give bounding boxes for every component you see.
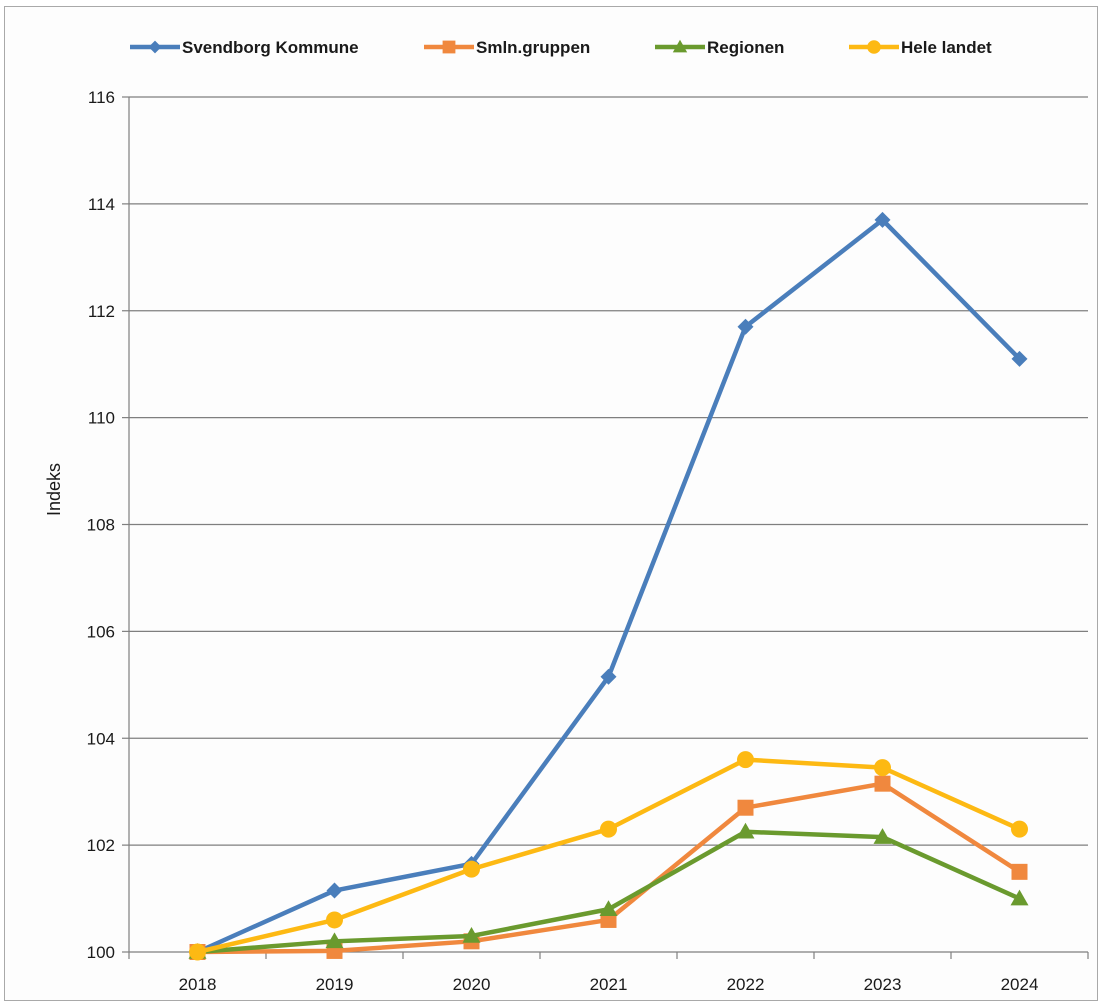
legend-swatch-marker	[148, 40, 162, 54]
x-tick-label: 2020	[453, 975, 491, 994]
data-point	[463, 860, 480, 878]
x-tick-label: 2022	[727, 975, 765, 994]
legend-label: Smln.gruppen	[476, 38, 590, 57]
data-point	[1011, 820, 1028, 838]
data-point	[599, 900, 618, 916]
legend-swatch-marker	[442, 40, 456, 54]
data-point	[737, 799, 754, 816]
y-tick-label: 110	[88, 409, 115, 428]
data-point	[326, 882, 343, 899]
data-point	[874, 759, 891, 777]
legend-item: Svendborg Kommune	[130, 38, 359, 57]
data-point	[874, 775, 891, 792]
y-tick-label: 108	[87, 516, 115, 535]
y-tick-label: 114	[88, 195, 115, 214]
legend-swatch-marker	[672, 39, 688, 53]
legend: Svendborg Kommune Smln.gruppen Regionen Hel…	[130, 38, 992, 57]
data-point	[462, 926, 481, 943]
y-tick-label: 100	[87, 943, 115, 962]
data-point	[189, 943, 206, 961]
legend-item: Regionen	[655, 38, 784, 57]
x-tick-label: 2023	[864, 975, 902, 994]
data-point	[325, 932, 344, 949]
data-point	[737, 751, 754, 769]
series-hele-landet	[189, 751, 1028, 961]
legend-item: Smln.gruppen	[424, 38, 590, 57]
y-tick-labels: 100 102 104 106 108 110 112 114 116	[87, 88, 115, 962]
x-tick-label: 2024	[1001, 975, 1039, 994]
data-point	[736, 822, 755, 839]
legend-label: Hele landet	[901, 38, 992, 57]
legend-item: Hele landet	[849, 38, 992, 57]
y-tick-label: 106	[87, 622, 115, 641]
legend-swatch-marker	[867, 40, 881, 54]
x-tick-label: 2021	[590, 975, 628, 994]
y-tick-label: 104	[87, 729, 115, 748]
grid-lines	[122, 96, 1089, 959]
data-point	[326, 911, 343, 929]
data-point	[737, 318, 754, 335]
legend-label: Regionen	[707, 38, 784, 57]
data-point	[873, 828, 892, 844]
data-point	[600, 820, 617, 838]
x-tick-label: 2018	[179, 975, 217, 994]
series-smln-gruppen	[189, 775, 1028, 960]
series-line	[195, 829, 1022, 955]
x-tick-labels: 2018 2019 2020 2021 2022 2023 2024	[179, 975, 1039, 994]
y-tick-label: 112	[88, 302, 115, 321]
series-regionen	[188, 822, 1029, 959]
y-tick-label: 116	[88, 88, 115, 107]
data-point	[874, 211, 891, 228]
data-point	[600, 668, 617, 685]
series-layer	[188, 211, 1029, 961]
chart-frame	[4, 6, 1098, 1001]
data-point	[1010, 889, 1029, 906]
data-point	[1011, 350, 1028, 367]
legend-label: Svendborg Kommune	[182, 38, 359, 57]
y-axis-title: Indeks	[44, 463, 64, 516]
y-tick-label: 102	[87, 836, 115, 855]
x-tick-label: 2019	[316, 975, 354, 994]
data-point	[1011, 863, 1028, 880]
